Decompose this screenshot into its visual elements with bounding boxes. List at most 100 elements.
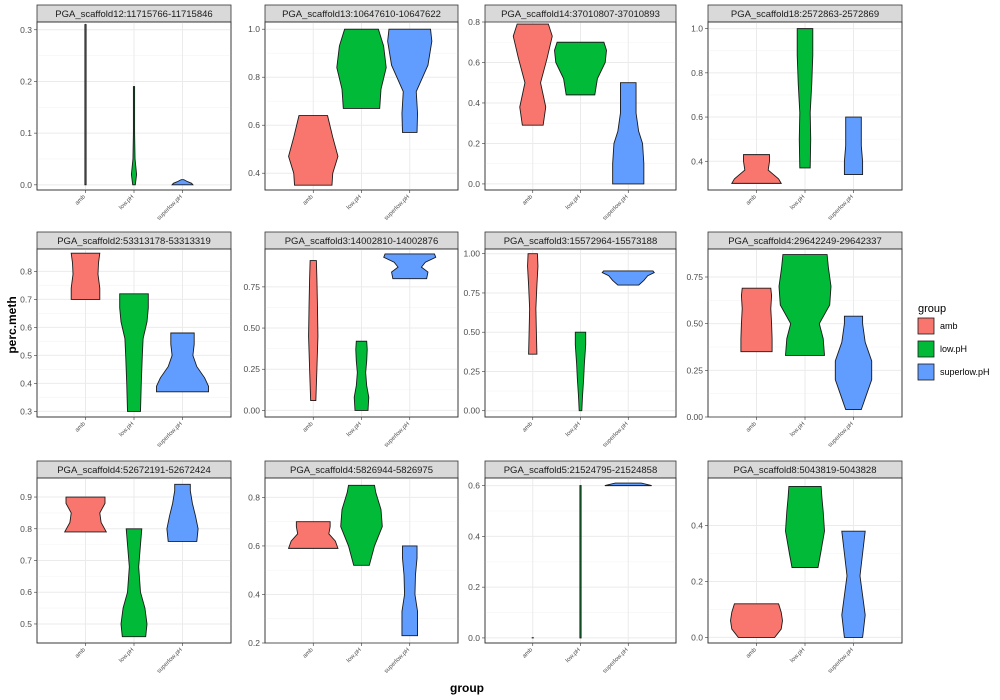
violin-superlow-pH: [383, 253, 437, 280]
y-tick-label: 0.00: [463, 406, 480, 416]
x-tick-label: low.pH: [565, 421, 582, 438]
facet-panel-10: PGA_scaffold4:5826944-5826975 0.2 0.4 0.6 0.…: [248, 460, 459, 675]
violin-superlow-pH: [171, 179, 194, 186]
violin-superlow-pH: [834, 315, 873, 410]
y-tick-label: 0.3: [20, 406, 32, 416]
x-tick-label: low.pH: [565, 647, 582, 664]
y-tick-label: 1.0: [691, 24, 703, 34]
y-tick-label: 0.25: [686, 365, 703, 375]
panel-border: [36, 21, 232, 191]
y-tick-label: 0.9: [20, 492, 32, 502]
violin-amb: [730, 603, 783, 638]
panel-border: [36, 248, 232, 418]
y-tick-label: 0.00: [686, 412, 703, 422]
violin-superlow-pH: [843, 116, 864, 175]
x-tick-label: amb: [522, 194, 535, 207]
violin-amb: [740, 287, 773, 353]
y-tick-label: 0.3: [20, 25, 32, 35]
y-tick-label: 0.7: [20, 556, 32, 566]
y-tick-label: 0.6: [248, 541, 260, 551]
violin-superlow-pH: [166, 483, 199, 542]
facet-panel-2: PGA_scaffold13:10647610-10647622 0.4 0.6 0.…: [248, 4, 459, 222]
y-tick-label: 0.4: [20, 378, 32, 388]
y-axis-title: perc.meth: [5, 296, 19, 353]
facet-panel-4: PGA_scaffold18:2572863-2572869 0.4 0.6 0.8 1…: [691, 4, 903, 222]
facet-panel-12: PGA_scaffold8:5043819-5043828 0.0 0.2 0.4 am…: [691, 460, 903, 675]
y-tick-label: 0.4: [468, 98, 480, 108]
x-tick-label: superlow.pH: [602, 194, 630, 222]
x-tick-label: low.pH: [565, 194, 582, 211]
x-tick-label: amb: [302, 421, 315, 434]
y-tick-label: 0.4: [248, 589, 260, 599]
violin-amb: [63, 496, 108, 533]
x-tick-label: low.pH: [346, 421, 363, 438]
violin-low-pH: [130, 86, 138, 186]
violin-amb: [308, 260, 319, 401]
y-tick-label: 0.2: [468, 582, 480, 592]
x-tick-label: amb: [302, 647, 315, 660]
violin-amb: [527, 253, 539, 355]
y-tick-label: 0.25: [243, 364, 260, 374]
x-tick-label: low.pH: [118, 194, 135, 211]
violin-low-pH: [579, 485, 582, 639]
facet-panel-11: PGA_scaffold5:21524795-21524858 0.0 0.2 0.4…: [468, 460, 677, 675]
violin-low-pH: [340, 484, 383, 566]
y-tick-label: 0.8: [248, 492, 260, 502]
legend-label: amb: [940, 321, 958, 331]
facet-panel-7: PGA_scaffold3:15572964-15573188 0.00 0.25 0…: [463, 231, 677, 449]
violin-low-pH: [336, 28, 387, 109]
legend: group amb low.pH superlow.pH: [917, 303, 990, 381]
y-tick-label: 0.0: [20, 180, 32, 190]
x-tick-label: amb: [745, 194, 758, 207]
y-tick-label: 0.6: [20, 587, 32, 597]
panel-border: [264, 477, 459, 644]
x-tick-label: amb: [74, 421, 87, 434]
violin-superlow-pH: [841, 530, 866, 638]
y-tick-label: 0.2: [691, 576, 703, 586]
x-tick-label: low.pH: [118, 647, 135, 664]
x-tick-label: low.pH: [118, 421, 135, 438]
legend-title: group: [918, 303, 946, 315]
facet-panel-9: PGA_scaffold4:52672191-52672424 0.5 0.6 0.7…: [20, 460, 232, 675]
legend-key-amb: [917, 317, 935, 335]
facet-title: PGA_scaffold14:37010807-37010893: [501, 9, 660, 20]
legend-label: superlow.pH: [940, 367, 990, 377]
y-tick-label: 0.50: [686, 319, 703, 329]
facet-panel-3: PGA_scaffold14:37010807-37010893 0.0 0.2 0.…: [468, 4, 677, 222]
y-tick-label: 0.0: [468, 179, 480, 189]
violin-superlow-pH: [612, 82, 645, 185]
facet-title: PGA_scaffold4:5826944-5826975: [290, 465, 433, 476]
legend-key-low-pH: [917, 340, 935, 358]
legend-key-superlow-pH: [917, 363, 935, 381]
y-tick-label: 0.50: [243, 323, 260, 333]
facet-panel-6: PGA_scaffold3:14002810-14002876 0.00 0.25 0…: [243, 231, 459, 449]
y-tick-label: 0.5: [20, 619, 32, 629]
x-tick-label: low.pH: [346, 194, 363, 211]
y-tick-label: 0.4: [691, 156, 703, 166]
facet-panel-8: PGA_scaffold4:29642249-29642337 0.00 0.25 0…: [686, 231, 903, 449]
y-tick-label: 0.6: [248, 120, 260, 130]
violin-low-pH: [574, 331, 587, 412]
x-tick-label: superlow.pH: [602, 647, 630, 675]
x-axis-title: group: [450, 681, 484, 695]
y-tick-label: 0.25: [463, 366, 480, 376]
facet-title: PGA_scaffold4:29642249-29642337: [728, 236, 882, 247]
violin-low-pH: [120, 528, 148, 638]
x-tick-label: superlow.pH: [156, 647, 184, 675]
y-tick-label: 0.2: [468, 138, 480, 148]
y-tick-label: 0.6: [691, 112, 703, 122]
panel-border: [484, 21, 677, 191]
facet-panel-5: PGA_scaffold2:53313178-53313319 0.3 0.4 0.5…: [20, 231, 232, 449]
y-tick-label: 0.2: [248, 638, 260, 648]
facet-title: PGA_scaffold4:52672191-52672424: [57, 465, 211, 476]
violin-low-pH: [778, 254, 832, 356]
x-tick-label: amb: [745, 421, 758, 434]
x-tick-label: superlow.pH: [827, 194, 855, 222]
violin-superlow-pH: [604, 482, 652, 487]
x-tick-label: superlow.pH: [827, 421, 855, 449]
y-tick-label: 0.0: [691, 632, 703, 642]
y-tick-label: 0.75: [243, 282, 260, 292]
violin-amb: [70, 252, 101, 300]
